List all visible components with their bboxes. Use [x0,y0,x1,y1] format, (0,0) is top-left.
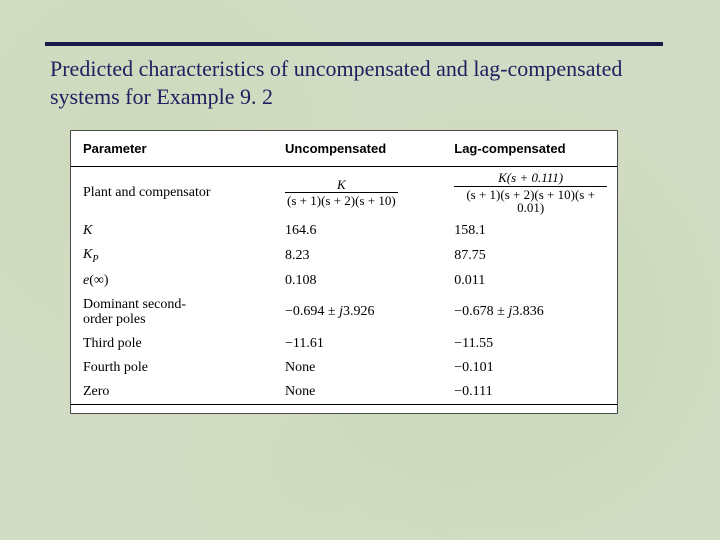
cell-param: KP [71,243,273,269]
cell-lag: K(s + 0.111) (s + 1)(s + 2)(s + 10)(s + … [442,167,617,219]
cell-param: Zero [71,380,273,404]
col-header-parameter: Parameter [71,131,273,166]
cell-unc: 0.108 [273,269,442,293]
cell-param: Third pole [71,332,273,356]
cell-lag: 0.011 [442,269,617,293]
cell-unc: −11.61 [273,332,442,356]
fraction: K (s + 1)(s + 2)(s + 10) [285,178,398,208]
cell-lag: 158.1 [442,219,617,243]
col-header-lag: Lag-compensated [442,131,617,166]
cell-param: Dominant second-order poles [71,293,273,332]
cell-unc: 8.23 [273,243,442,269]
title-rule [45,42,663,46]
table-row: Fourth pole None −0.101 [71,356,617,380]
cell-lag: −0.111 [442,380,617,404]
cell-lag: −0.101 [442,356,617,380]
table-body: Plant and compensator K (s + 1)(s + 2)(s… [71,166,617,413]
cell-param: Fourth pole [71,356,273,380]
table-header-row: Parameter Uncompensated Lag-compensated [71,131,617,166]
cell-unc: K (s + 1)(s + 2)(s + 10) [273,167,442,219]
cell-lag: −0.678 ± j3.836 [442,293,617,332]
slide: Predicted characteristics of uncompensat… [0,0,720,540]
characteristics-table: Parameter Uncompensated Lag-compensated … [71,131,617,413]
spacer-row [71,405,617,413]
cell-unc: None [273,356,442,380]
fraction: K(s + 0.111) (s + 1)(s + 2)(s + 10)(s + … [454,171,607,215]
table-row: Zero None −0.111 [71,380,617,404]
table-row: KP 8.23 87.75 [71,243,617,269]
table-row: Third pole −11.61 −11.55 [71,332,617,356]
cell-lag: 87.75 [442,243,617,269]
cell-unc: None [273,380,442,404]
cell-unc: 164.6 [273,219,442,243]
table-row: e(∞) 0.108 0.011 [71,269,617,293]
table-panel: Parameter Uncompensated Lag-compensated … [70,130,618,414]
cell-unc: −0.694 ± j3.926 [273,293,442,332]
cell-param: Plant and compensator [71,167,273,219]
cell-param: K [71,219,273,243]
slide-title: Predicted characteristics of uncompensat… [50,55,670,110]
cell-param: e(∞) [71,269,273,293]
col-header-uncompensated: Uncompensated [273,131,442,166]
table-row: K 164.6 158.1 [71,219,617,243]
table-row: Dominant second-order poles −0.694 ± j3.… [71,293,617,332]
cell-lag: −11.55 [442,332,617,356]
table-row: Plant and compensator K (s + 1)(s + 2)(s… [71,167,617,219]
